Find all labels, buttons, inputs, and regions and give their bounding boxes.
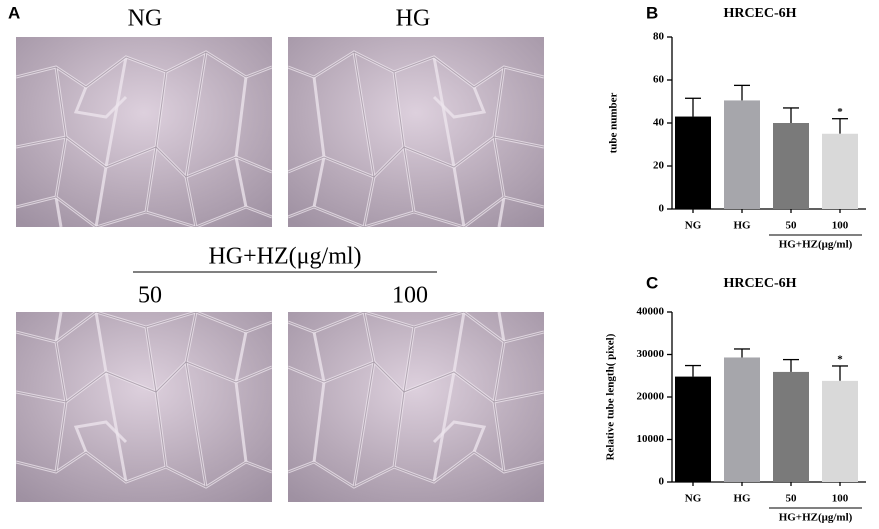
bar	[773, 123, 809, 209]
group-label: HG+HZ(μg/ml)	[208, 244, 361, 270]
y-tick-label: 80	[653, 31, 665, 43]
x-tick-label: 50	[786, 220, 798, 232]
micrograph	[288, 37, 544, 227]
panel-label: C	[646, 273, 658, 292]
group-label: HG+HZ(μg/ml)	[779, 239, 853, 251]
y-tick-label: 0	[659, 203, 665, 215]
chart-title: HRCEC-6H	[723, 276, 796, 291]
bar	[724, 100, 760, 209]
annotation: *	[837, 106, 843, 118]
y-tick-label: 30000	[637, 348, 665, 360]
x-tick-label: NG	[685, 493, 702, 505]
x-tick-label: HG	[733, 220, 751, 232]
image-label: 100	[392, 283, 428, 309]
bar	[822, 133, 858, 209]
annotation: *	[837, 354, 843, 366]
chart-title: HRCEC-6H	[723, 6, 796, 21]
bar	[773, 371, 809, 482]
y-tick-label: 40	[653, 117, 665, 129]
y-tick-label: 20	[653, 160, 665, 172]
y-tick-label: 20000	[637, 391, 665, 403]
image-label: NG	[128, 6, 163, 32]
micrograph	[16, 37, 272, 227]
bar	[675, 376, 711, 482]
y-tick-label: 40000	[637, 306, 665, 318]
micrograph	[288, 312, 544, 502]
micrograph	[16, 312, 272, 502]
x-tick-label: 100	[832, 220, 849, 232]
bar	[675, 116, 711, 209]
y-axis-label: tube number	[608, 92, 620, 153]
y-tick-label: 10000	[637, 433, 665, 445]
bar	[724, 357, 760, 482]
panel-label: A	[8, 3, 20, 22]
y-tick-label: 60	[653, 74, 665, 86]
group-label: HG+HZ(μg/ml)	[779, 512, 853, 524]
panel-label: B	[646, 3, 658, 22]
y-tick-label: 0	[659, 476, 665, 488]
bar	[822, 380, 858, 482]
image-label: HG	[396, 6, 431, 32]
y-axis-label: Relative tube length( pixel)	[605, 333, 617, 460]
x-tick-label: HG	[733, 493, 751, 505]
x-tick-label: 50	[786, 493, 798, 505]
x-tick-label: NG	[685, 220, 702, 232]
x-tick-label: 100	[832, 493, 849, 505]
image-label: 50	[138, 283, 162, 309]
